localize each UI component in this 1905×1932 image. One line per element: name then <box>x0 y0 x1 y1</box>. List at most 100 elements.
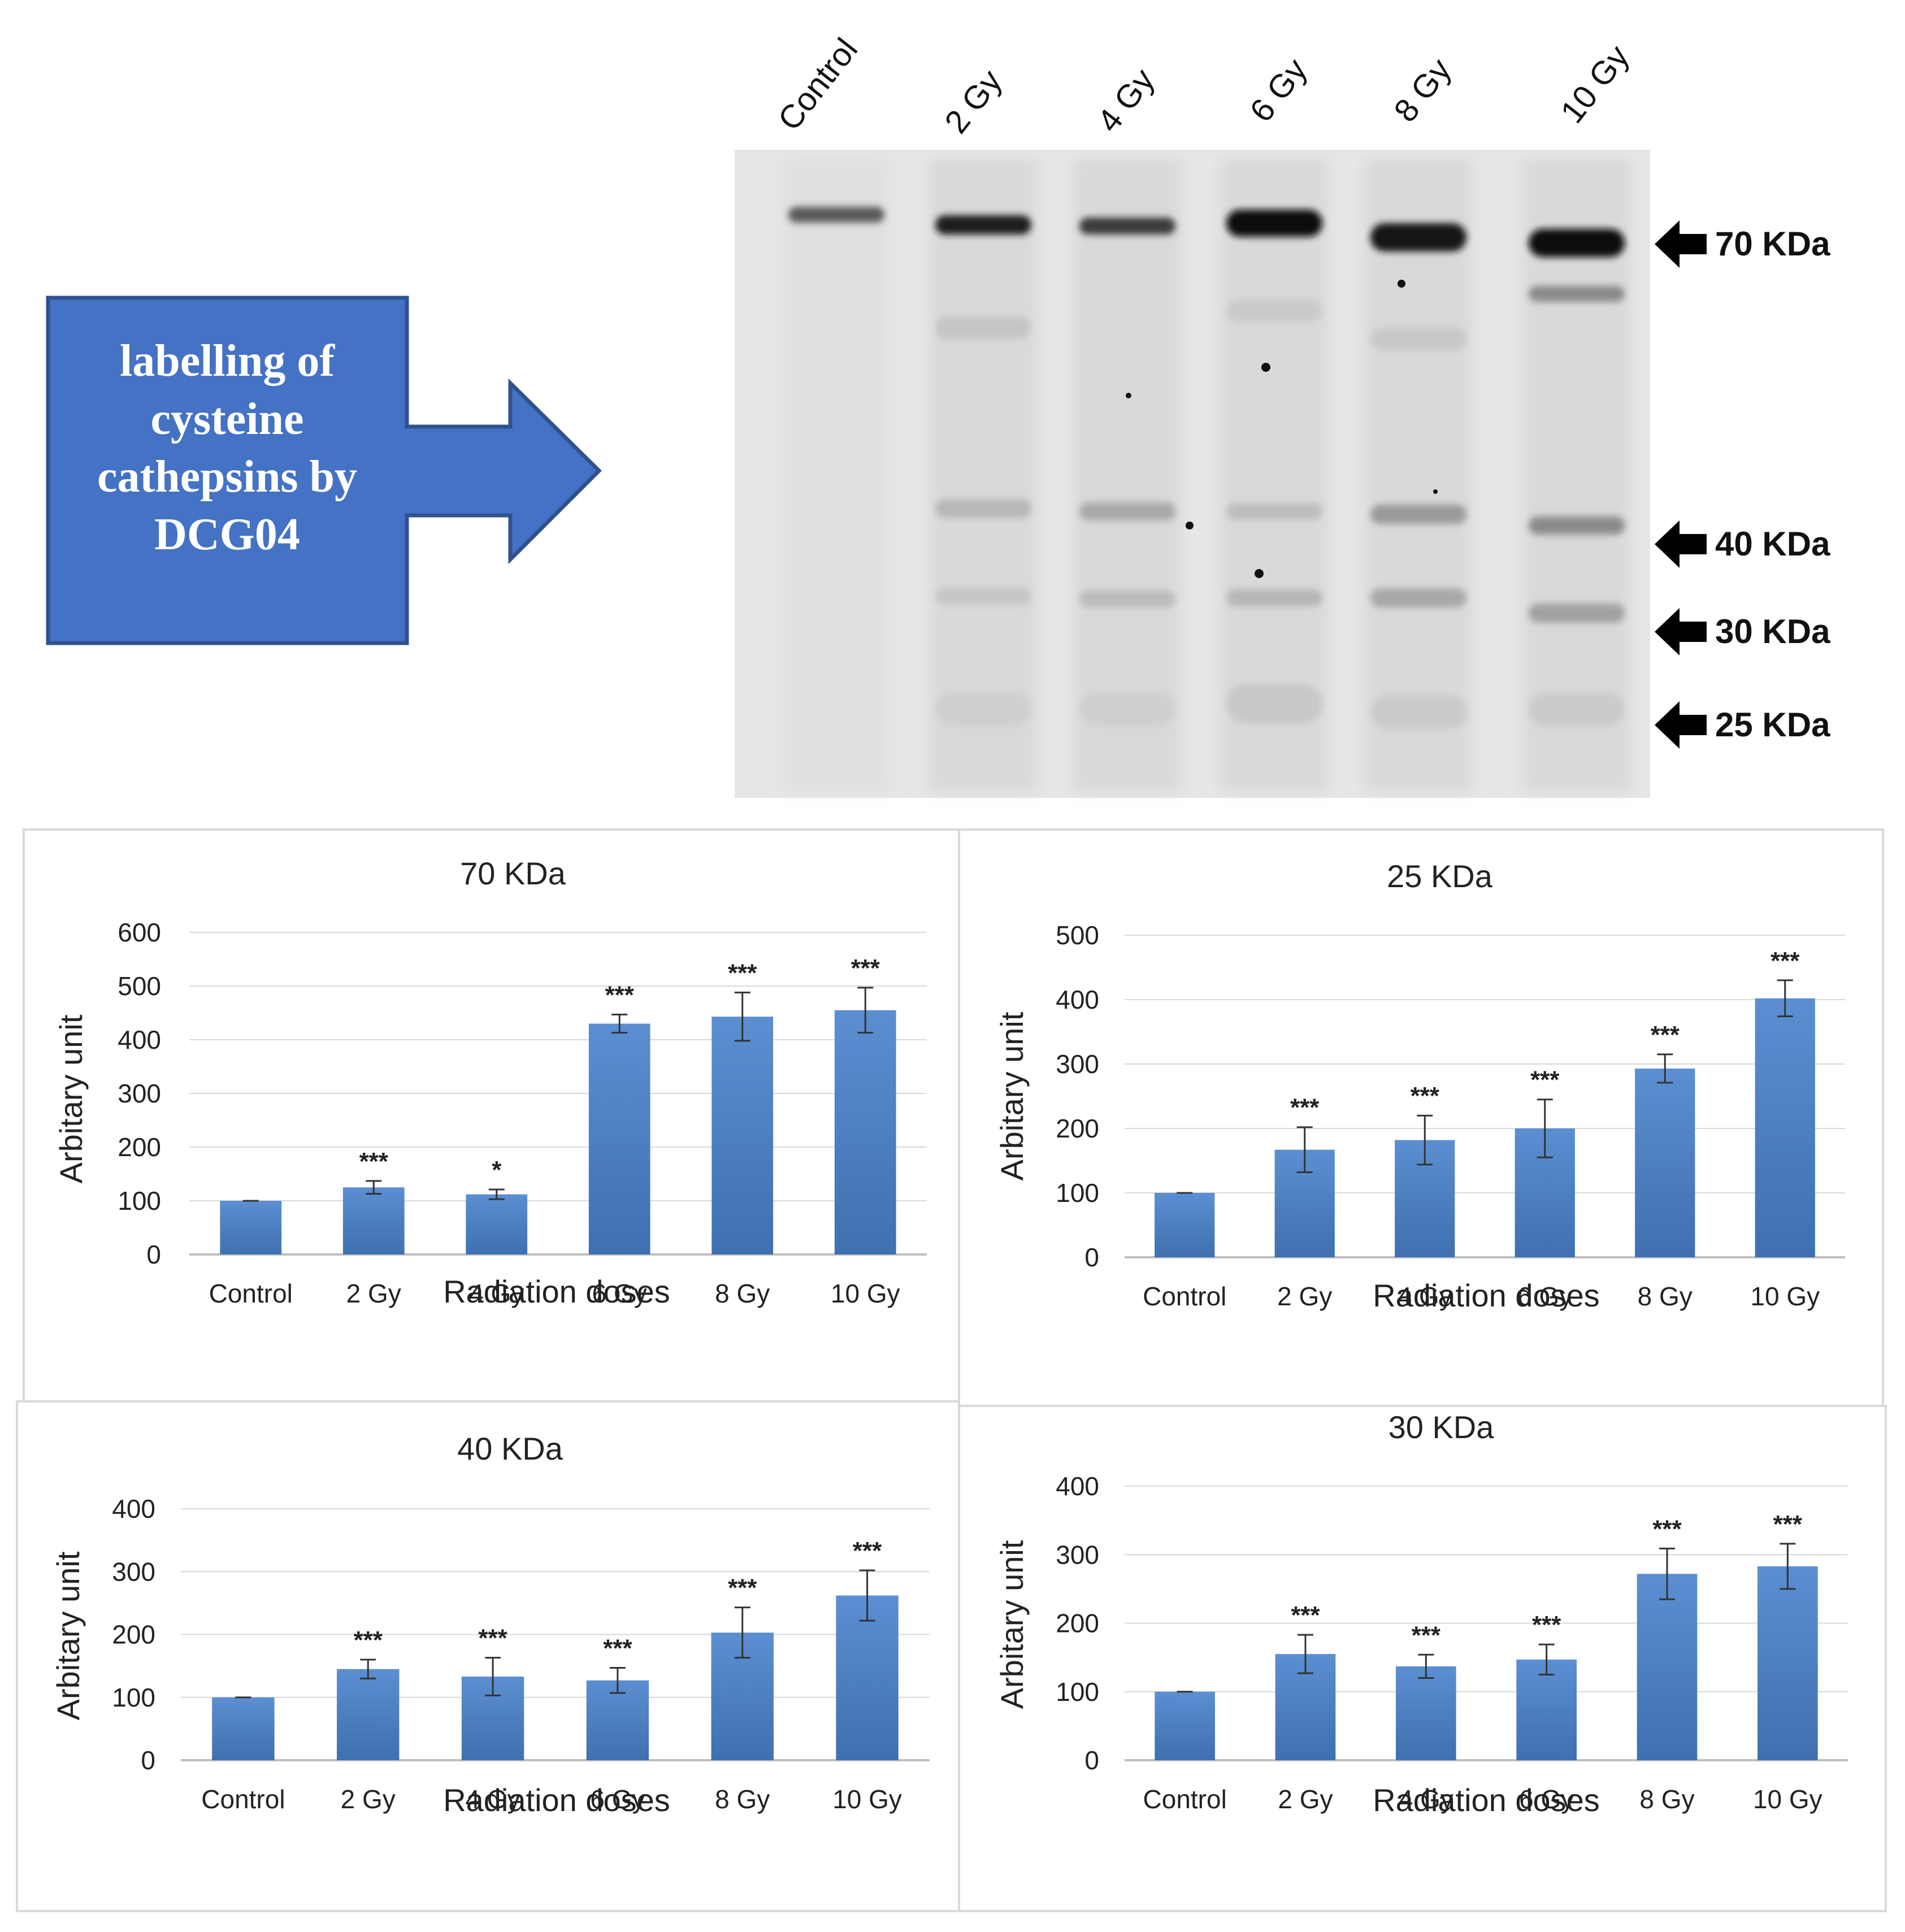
x-tick-label: 4 Gy <box>466 1785 520 1814</box>
blot-speck <box>1398 280 1405 288</box>
callout-line: cathepsins by <box>97 452 357 502</box>
x-tick-label: Control <box>1143 1282 1226 1311</box>
significance-label: *** <box>1411 1082 1440 1110</box>
bar <box>466 1194 528 1254</box>
blot-band <box>1370 588 1466 607</box>
chart-title: 70 KDa <box>460 856 566 891</box>
blot-band <box>1226 589 1322 606</box>
bar <box>1155 1193 1215 1257</box>
y-tick-label: 100 <box>1056 1677 1099 1707</box>
significance-label: *** <box>728 959 757 987</box>
chart-title: 30 KDa <box>1388 1409 1495 1445</box>
x-tick-label: 8 Gy <box>1638 1282 1693 1311</box>
y-tick-label: 300 <box>1056 1540 1099 1569</box>
blot-band <box>1370 223 1466 251</box>
left-arrow-icon <box>1655 608 1707 655</box>
x-tick-label: 2 Gy <box>346 1279 401 1308</box>
x-tick-label: 6 Gy <box>1517 1282 1572 1311</box>
bar-chart: 70 KDa 0 100 200 300 400 500 600 Control *** 2 Gy *… <box>53 856 927 1309</box>
x-tick-label: 4 Gy <box>1398 1282 1452 1311</box>
x-tick-label: 10 Gy <box>832 1785 902 1814</box>
significance-label: *** <box>1291 1601 1320 1629</box>
y-axis-label: Arbitary unit <box>50 1551 86 1720</box>
size-marker-label: 30 KDa <box>1715 613 1830 650</box>
blot-band <box>1529 229 1625 257</box>
significance-label: *** <box>603 1634 632 1662</box>
y-tick-label: 0 <box>146 1240 161 1269</box>
blot-lane-label: 10 Gy <box>1553 38 1636 130</box>
bar-charts: 70 KDa 0 100 200 300 400 500 600 Control *** 2 Gy *… <box>50 856 1848 1818</box>
x-tick-label: 10 Gy <box>1750 1282 1820 1311</box>
x-axis-label: Radiation doses <box>1373 1278 1600 1313</box>
significance-label: *** <box>605 981 635 1009</box>
callout-arrow-shape <box>46 296 602 645</box>
callout-line: DCG04 <box>154 510 300 559</box>
bar <box>1637 1574 1698 1760</box>
x-tick-label: 8 Gy <box>715 1279 770 1308</box>
x-tick-label: 10 Gy <box>1753 1785 1822 1814</box>
blot-lane-label: 4 Gy <box>1090 62 1162 139</box>
blot-band <box>1529 516 1625 535</box>
significance-label: *** <box>1412 1621 1441 1649</box>
bar-chart: 40 KDa 0 100 200 300 400 Control *** 2 Gy *** 4 Gy… <box>50 1431 930 1818</box>
x-tick-label: 6 Gy <box>592 1279 647 1308</box>
blot-lane-labels: Control 2 Gy 4 Gy 6 Gy 8 Gy 10 Gy <box>771 32 1636 140</box>
y-tick-label: 400 <box>112 1494 155 1523</box>
x-axis-label: Radiation doses <box>443 1274 670 1309</box>
y-tick-label: 300 <box>118 1079 161 1108</box>
blot-band <box>1226 299 1322 322</box>
size-marker: 30 KDa <box>1655 608 1830 655</box>
x-axis-label: Radiation doses <box>443 1782 670 1818</box>
significance-label: *** <box>1652 1515 1682 1543</box>
y-tick-label: 200 <box>1056 1114 1099 1143</box>
blot-speck <box>1433 489 1438 494</box>
bar <box>212 1697 275 1760</box>
x-tick-label: 4 Gy <box>469 1279 524 1308</box>
y-tick-label: 400 <box>1056 985 1099 1014</box>
blot-band <box>1079 692 1175 726</box>
panel-frame-40kda <box>16 1400 960 1912</box>
y-tick-label: 400 <box>118 1025 161 1054</box>
blot-band <box>1529 692 1625 726</box>
callout-line: labelling of <box>120 336 335 386</box>
blot-lane <box>1523 158 1630 791</box>
chart-title: 25 KDa <box>1387 858 1493 894</box>
blot-band <box>1226 684 1322 723</box>
x-tick-label: 4 Gy <box>1399 1785 1453 1814</box>
x-tick-label: 2 Gy <box>341 1785 396 1814</box>
y-tick-label: 600 <box>118 918 161 947</box>
significance-label: *** <box>1771 947 1800 975</box>
callout-line: cysteine <box>150 394 303 444</box>
panel-frame-70kda <box>23 828 960 1403</box>
size-marker: 25 KDa <box>1655 701 1830 749</box>
blot-band <box>935 316 1031 339</box>
size-marker-label: 25 KDa <box>1715 706 1830 744</box>
bar <box>1755 998 1815 1257</box>
y-tick-label: 500 <box>118 971 161 1001</box>
significance-label: *** <box>1651 1021 1680 1049</box>
blot-lane-label: 6 Gy <box>1243 51 1314 129</box>
significance-label: *** <box>1532 1611 1561 1639</box>
bar <box>1635 1068 1695 1257</box>
significance-label: *** <box>728 1574 757 1602</box>
blot-lane-label: Control <box>771 32 865 137</box>
blot-lane <box>1074 158 1181 791</box>
significance-label: *** <box>478 1625 507 1652</box>
bar <box>220 1201 282 1254</box>
blot-band <box>1079 591 1175 607</box>
blot-lane <box>783 158 890 791</box>
significance-label: *** <box>851 954 880 982</box>
size-marker: 40 KDa <box>1655 520 1830 568</box>
western-blot: Control 2 Gy 4 Gy 6 Gy 8 Gy 10 Gy 70 KDa 40 KD… <box>735 32 1830 798</box>
blot-band <box>935 692 1031 726</box>
blot-band <box>1079 218 1175 235</box>
bar <box>588 1023 650 1254</box>
blot-band <box>935 588 1031 605</box>
y-axis-label: Arbitary unit <box>994 1011 1030 1180</box>
callout-text: labelling of cysteine cathepsins by DCG04 <box>97 336 357 559</box>
y-axis-label: Arbitary unit <box>53 1014 89 1183</box>
bar <box>342 1187 405 1254</box>
blot-band <box>1370 328 1466 350</box>
blot-speck <box>1255 569 1264 578</box>
blot-band <box>935 215 1031 235</box>
